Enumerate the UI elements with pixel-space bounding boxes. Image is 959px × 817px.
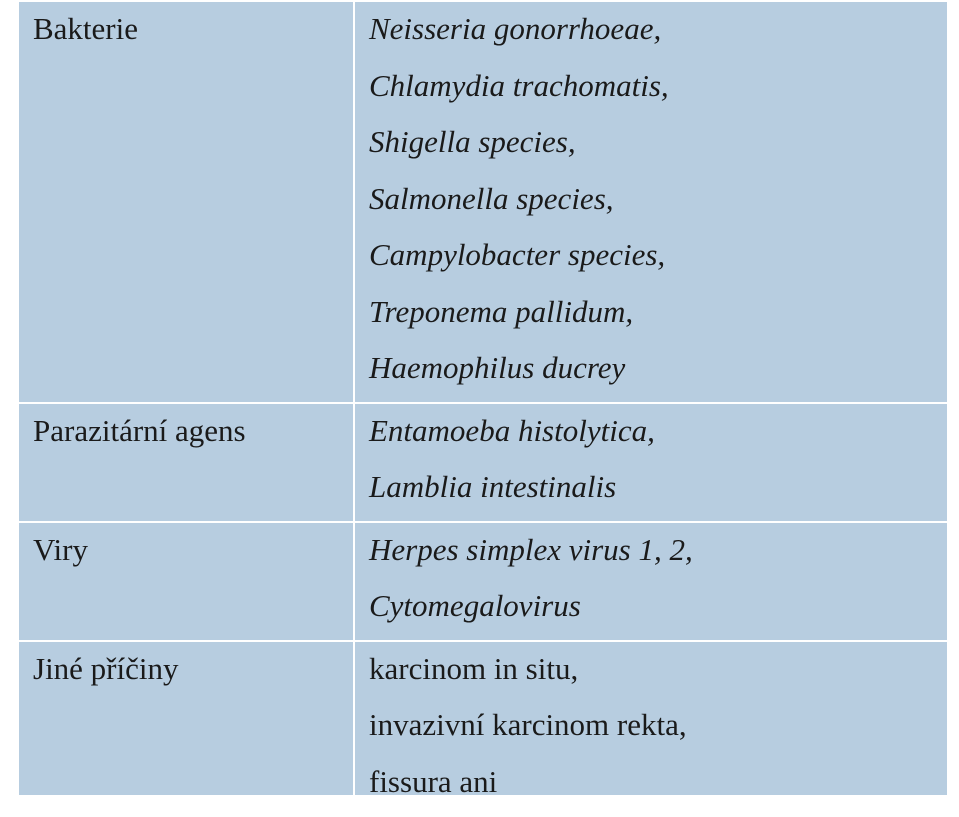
item-text: Treponema pallidum, xyxy=(369,293,634,329)
items-cell: Herpes simplex virus 1, 2, Cytomegalovir… xyxy=(353,520,949,642)
category-label: Bakterie xyxy=(33,11,139,46)
items-cell: Entamoeba histolytica, Lamblia intestina… xyxy=(353,401,949,523)
items-cell: Neisseria gonorrhoeae, Chlamydia trachom… xyxy=(353,0,949,404)
table-row: Viry Herpes simplex virus 1, 2, Cytomega… xyxy=(17,520,949,642)
cause-table: Bakterie Neisseria gonorrhoeae, Chlamydi… xyxy=(17,0,949,817)
item-text: Cytomegalovirus xyxy=(369,588,581,623)
item-text: Lamblia intestinalis xyxy=(369,469,617,504)
table-row: Parazitární agens Entamoeba histolytica,… xyxy=(17,401,949,523)
cause-table-container: Bakterie Neisseria gonorrhoeae, Chlamydi… xyxy=(17,0,949,817)
category-cell: Viry xyxy=(17,520,355,642)
item-text: fissura ani xyxy=(369,763,498,799)
item-text: invazivní karcinom rekta, xyxy=(369,707,687,742)
table-row: Jiné příčiny karcinom in situ, invazivní… xyxy=(17,639,949,817)
items-cell: karcinom in situ, invazivní karcinom rek… xyxy=(353,639,949,817)
item-text: Haemophilus ducrey xyxy=(369,350,626,385)
item-text: Herpes simplex virus 1, 2, xyxy=(369,531,693,567)
category-label: Viry xyxy=(33,531,88,567)
item-text: Neisseria gonorrhoeae, xyxy=(369,11,662,46)
item-text: Chlamydia trachomatis, xyxy=(369,67,669,103)
category-label: Jiné příčiny xyxy=(33,650,179,686)
category-label: Parazitární agens xyxy=(33,412,246,448)
table-row: Bakterie Neisseria gonorrhoeae, Chlamydi… xyxy=(17,0,949,404)
item-text: Entamoeba histolytica, xyxy=(369,412,655,448)
item-text: Campylobacter species, xyxy=(369,237,666,272)
category-cell: Bakterie xyxy=(17,0,355,404)
category-cell: Jiné příčiny xyxy=(17,639,355,817)
category-cell: Parazitární agens xyxy=(17,401,355,523)
item-text: Shigella species, xyxy=(369,124,576,159)
item-text: karcinom in situ, xyxy=(369,650,579,686)
item-text: Salmonella species, xyxy=(369,180,614,216)
